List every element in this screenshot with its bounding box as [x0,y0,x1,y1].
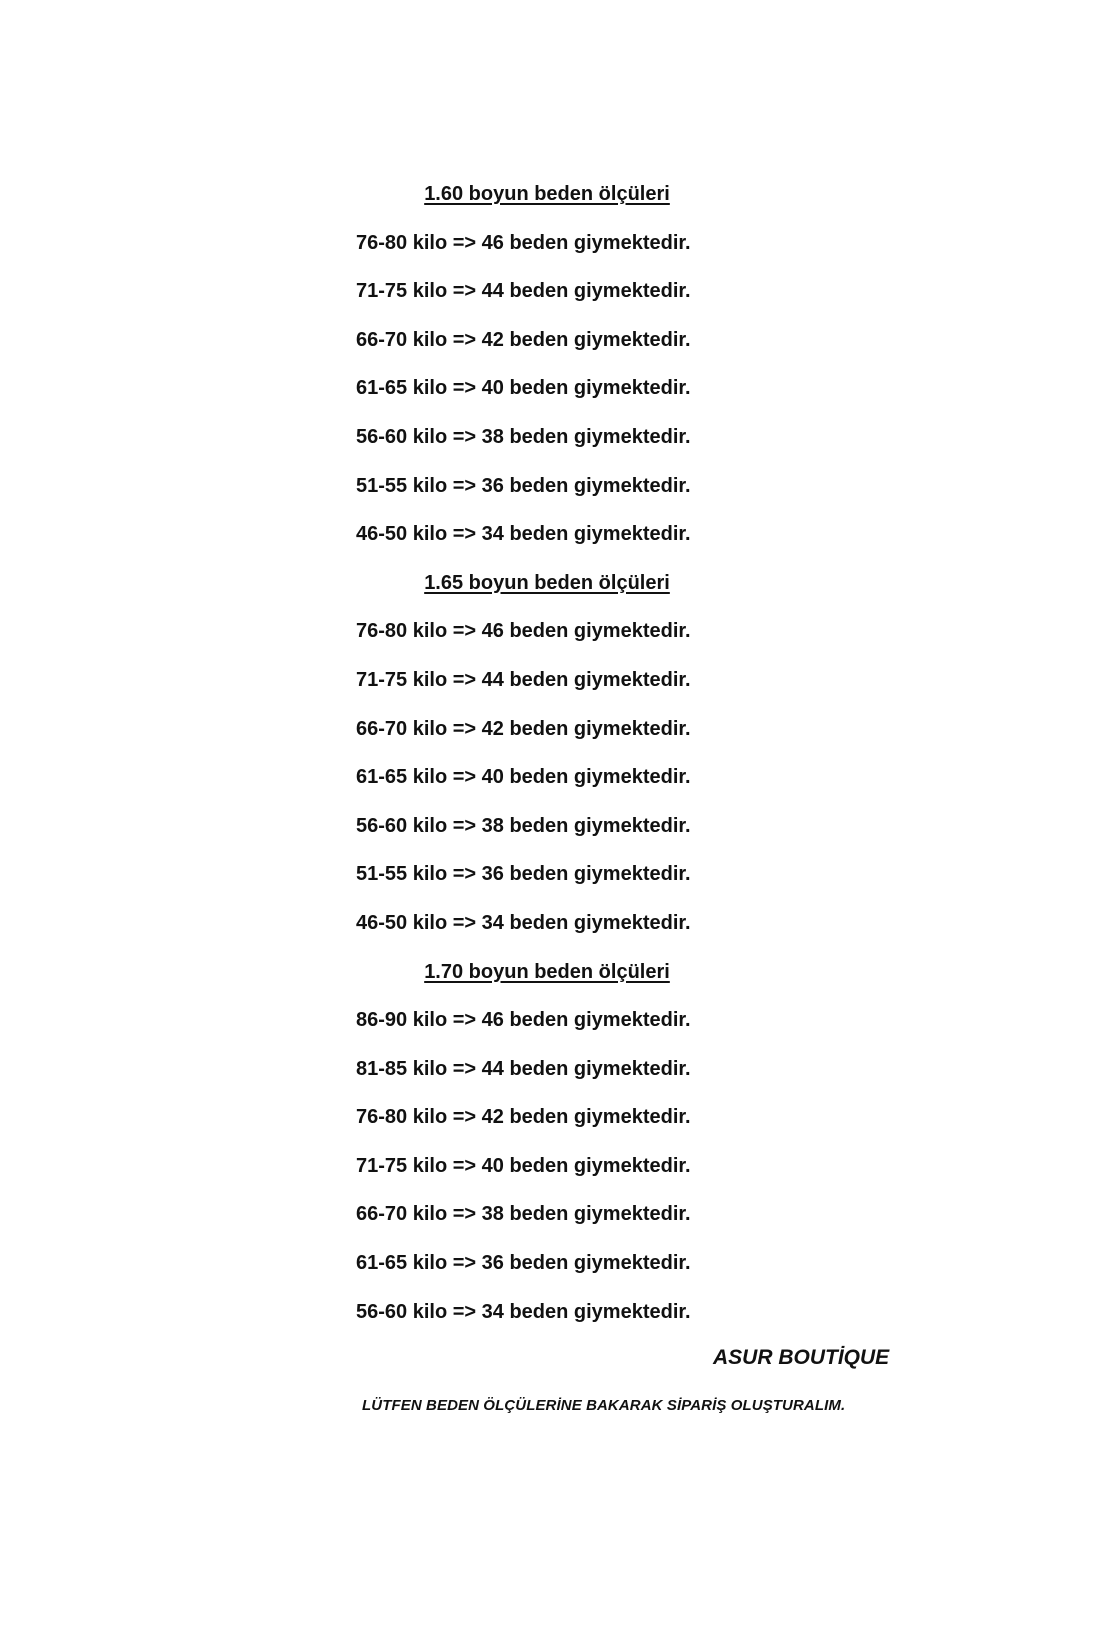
section-heading: 1.60 boyun beden ölçüleri [424,183,670,205]
size-row: 71-75 kilo => 40 beden giymektedir. [356,1154,691,1177]
size-row: 86-90 kilo => 46 beden giymektedir. [356,1009,691,1032]
size-row: 46-50 kilo => 34 beden giymektedir. [356,523,691,546]
size-row: 66-70 kilo => 38 beden giymektedir. [356,1203,691,1226]
brand-name: ASUR BOUTİQUE [713,1346,890,1369]
size-row: 76-80 kilo => 46 beden giymektedir. [356,620,691,643]
section-heading: 1.65 boyun beden ölçüleri [424,571,670,594]
size-row: 76-80 kilo => 46 beden giymektedir. [356,231,691,254]
size-row: 46-50 kilo => 34 beden giymektedir. [356,911,691,934]
size-row: 56-60 kilo => 38 beden giymektedir. [356,814,691,837]
size-row: 81-85 kilo => 44 beden giymektedir. [356,1057,691,1080]
size-row: 66-70 kilo => 42 beden giymektedir. [356,328,691,351]
size-row: 56-60 kilo => 34 beden giymektedir. [356,1300,691,1323]
size-row: 71-75 kilo => 44 beden giymektedir. [356,668,691,691]
size-row: 76-80 kilo => 42 beden giymektedir. [356,1106,691,1129]
size-row: 56-60 kilo => 38 beden giymektedir. [356,425,691,448]
size-row: 51-55 kilo => 36 beden giymektedir. [356,474,691,497]
size-row: 51-55 kilo => 36 beden giymektedir. [356,863,691,886]
size-row: 66-70 kilo => 42 beden giymektedir. [356,717,691,740]
size-row: 71-75 kilo => 44 beden giymektedir. [356,280,691,303]
order-note: LÜTFEN BEDEN ÖLÇÜLERİNE BAKARAK SİPARİŞ … [362,1397,846,1414]
size-row: 61-65 kilo => 40 beden giymektedir. [356,377,691,400]
size-chart-document: 1.60 boyun beden ölçüleri 76-80 kilo => 4… [356,170,738,1336]
size-row: 61-65 kilo => 40 beden giymektedir. [356,766,691,789]
size-row: 61-65 kilo => 36 beden giymektedir. [356,1252,691,1275]
section-heading: 1.70 boyun beden ölçüleri [424,960,670,983]
